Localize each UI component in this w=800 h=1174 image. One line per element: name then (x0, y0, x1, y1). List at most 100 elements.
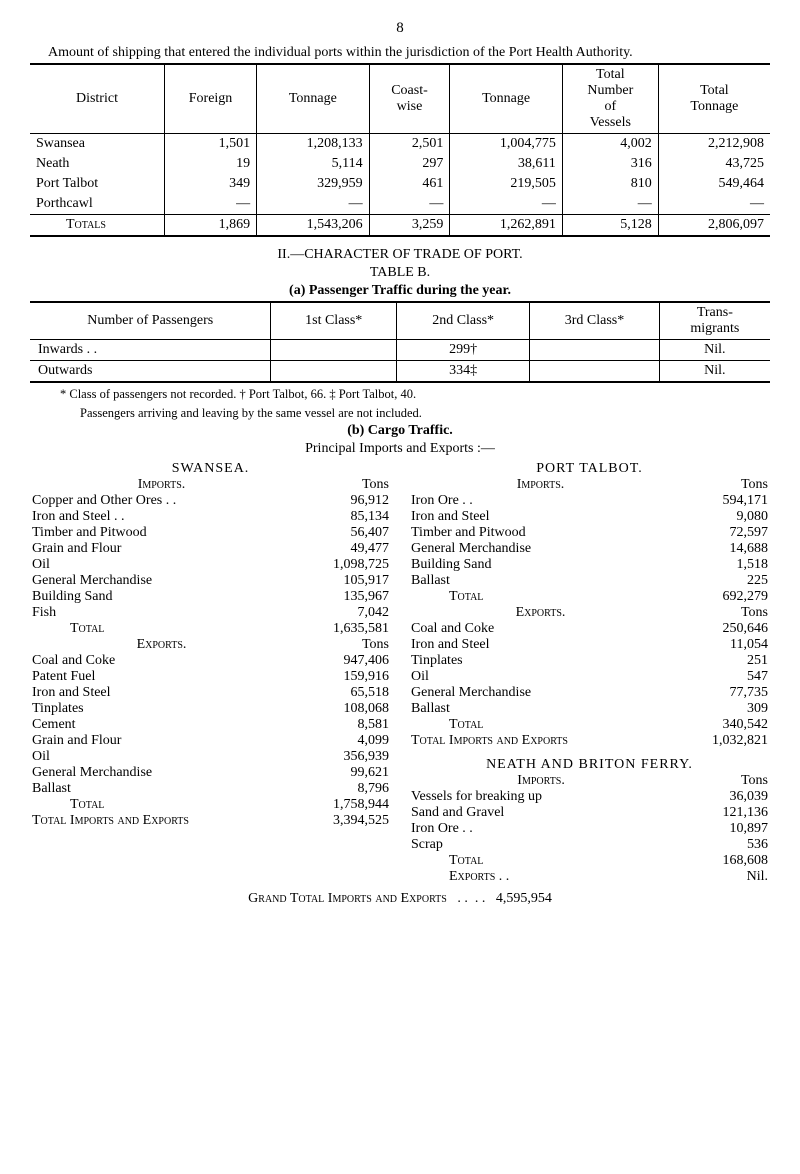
pass-cell (271, 361, 396, 381)
cargo-title: SWANSEA. (30, 461, 391, 477)
pass-cell: Inwards . . (30, 340, 271, 360)
cargo-item: Iron and Steel . . (30, 509, 293, 525)
cargo-subtotal-label: Total (409, 589, 672, 605)
cargo-value: 11,054 (672, 637, 770, 653)
cargo-item: Iron Ore . . (409, 493, 672, 509)
passenger-caption: (a) Passenger Traffic during the year. (30, 283, 770, 299)
shipping-table: DistrictForeignTonnageCoast-wiseTonnageT… (30, 65, 770, 235)
ship-cell: 349 (164, 174, 256, 194)
cargo-value: 251 (672, 653, 770, 669)
cargo-item: Tinplates (409, 653, 672, 669)
pass-cell (271, 340, 396, 360)
pass-cell: Nil. (659, 340, 770, 360)
cargo-item: General Merchandise (409, 685, 672, 701)
cargo-item: General Merchandise (409, 541, 672, 557)
cargo-item: Tinplates (30, 701, 293, 717)
ship-cell: Neath (30, 154, 164, 174)
cargo-subtotal-value: 1,758,944 (293, 797, 391, 813)
cargo-value: 121,136 (673, 805, 770, 821)
pass-header: 2nd Class* (396, 303, 529, 339)
tons-label: Tons (293, 637, 391, 653)
cargo-item: Ballast (30, 781, 293, 797)
cargo-subtotal-label: Total (409, 853, 673, 869)
ship-total-cell: 1,262,891 (450, 215, 562, 235)
cargo-subtotal-label: Total (30, 797, 293, 813)
cargo-subtotal-value: 692,279 (672, 589, 770, 605)
cargo-subtotal-label: Total (30, 621, 293, 637)
ship-cell: — (257, 194, 369, 214)
cargo-value: 108,068 (293, 701, 391, 717)
exports-label: Exports. (409, 605, 672, 621)
cargo-title: (b) Cargo Traffic. (30, 423, 770, 439)
cargo-value: 536 (673, 837, 770, 853)
pass-header: 3rd Class* (530, 303, 659, 339)
ship-cell: 43,725 (658, 154, 770, 174)
cargo-item: Iron and Steel (30, 685, 293, 701)
ship-cell: 1,208,133 (257, 134, 369, 154)
pass-cell: 299† (396, 340, 529, 360)
cargo-value: 135,967 (293, 589, 391, 605)
cargo-item: Copper and Other Ores . . (30, 493, 293, 509)
cargo-value: 309 (672, 701, 770, 717)
cargo-item: Iron Ore . . (409, 821, 673, 837)
cargo-value: 96,912 (293, 493, 391, 509)
cargo-item: Iron and Steel (409, 509, 672, 525)
ship-cell: Swansea (30, 134, 164, 154)
cargo-item: General Merchandise (30, 765, 293, 781)
ship-total-cell: 1,543,206 (257, 215, 369, 235)
cargo-subtotal-value: 168,608 (673, 853, 770, 869)
pass-header: Trans-migrants (659, 303, 770, 339)
ship-total-cell: 2,806,097 (658, 215, 770, 235)
cargo-subtotal-value: 340,542 (672, 717, 770, 733)
ship-header: Tonnage (450, 65, 562, 133)
ship-cell: 5,114 (257, 154, 369, 174)
ship-header: Foreign (164, 65, 256, 133)
ship-header: District (30, 65, 164, 133)
imports-label: Imports. (409, 477, 672, 493)
imports-label: Imports. (409, 773, 673, 789)
cargo-item: Cement (30, 717, 293, 733)
cargo-value: 594,171 (672, 493, 770, 509)
cargo-item: Timber and Pitwood (409, 525, 672, 541)
pass-cell (530, 340, 659, 360)
swansea-column: SWANSEA.Imports.TonsCopper and Other Ore… (30, 461, 391, 885)
lead-text: Amount of shipping that entered the indi… (48, 45, 770, 61)
cargo-item: Iron and Steel (409, 637, 672, 653)
pass-header: Number of Passengers (30, 303, 271, 339)
cargo-subtotal-value: 1,635,581 (293, 621, 391, 637)
cargo-value: 8,581 (293, 717, 391, 733)
ship-header: TotalNumberofVessels (562, 65, 658, 133)
ship-header: TotalTonnage (658, 65, 770, 133)
cargo-total-label: Total Imports and Exports (409, 733, 672, 749)
character-title: II.—CHARACTER OF TRADE OF PORT. (30, 247, 770, 263)
ship-cell: 1,501 (164, 134, 256, 154)
tons-label: Tons (672, 477, 770, 493)
cargo-value: 4,099 (293, 733, 391, 749)
ship-total-cell: 3,259 (369, 215, 450, 235)
ship-cell: 1,004,775 (450, 134, 562, 154)
exports-line-value: Nil. (673, 869, 770, 885)
cargo-subtotal-label: Total (409, 717, 672, 733)
exports-label: Exports. (30, 637, 293, 653)
ship-total-cell: 5,128 (562, 215, 658, 235)
cargo-item: Patent Fuel (30, 669, 293, 685)
cargo-value: 99,621 (293, 765, 391, 781)
cargo-value: 225 (672, 573, 770, 589)
ship-header: Tonnage (257, 65, 369, 133)
cargo-item: Coal and Coke (30, 653, 293, 669)
exports-line-label: Exports . . (409, 869, 673, 885)
cargo-item: Ballast (409, 573, 672, 589)
cargo-item: Building Sand (409, 557, 672, 573)
cargo-title: NEATH AND BRITON FERRY. (409, 757, 770, 773)
ship-total-cell: Totals (30, 215, 164, 235)
ship-cell: — (369, 194, 450, 214)
cargo-item: General Merchandise (30, 573, 293, 589)
ship-cell: 549,464 (658, 174, 770, 194)
pass-cell (530, 361, 659, 381)
ship-cell: 2,501 (369, 134, 450, 154)
cargo-item: Oil (30, 749, 293, 765)
pass-cell: Outwards (30, 361, 271, 381)
cargo-item: Ballast (409, 701, 672, 717)
ship-cell: 19 (164, 154, 256, 174)
tons-label: Tons (293, 477, 391, 493)
